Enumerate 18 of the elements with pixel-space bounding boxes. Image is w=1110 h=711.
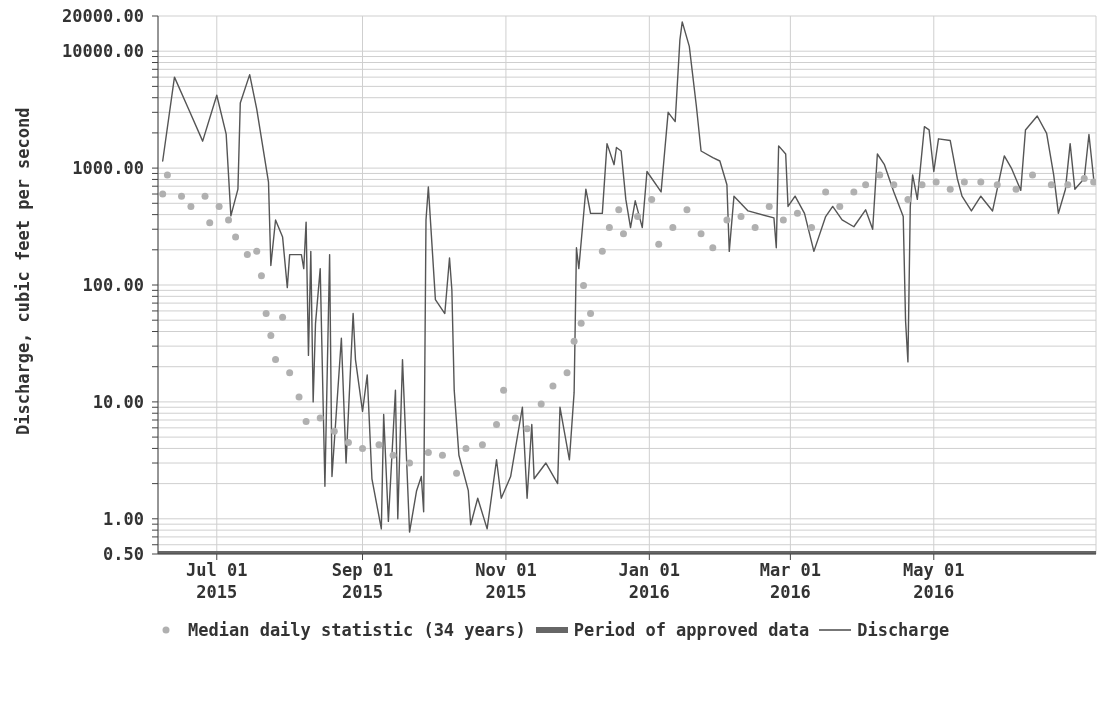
x-tick-label: May 01 2016 [903, 560, 965, 602]
y-tick-label: 1000.00 [72, 158, 144, 179]
y-tick-label: 1.00 [103, 508, 144, 529]
x-tick-label: Jan 01 2016 [618, 560, 681, 602]
x-tick-label: Nov 01 2015 [475, 560, 537, 602]
y-tick-label: 100.00 [82, 275, 144, 295]
legend-label: Discharge [857, 620, 950, 640]
legend-label: Median daily statistic (34 years) [188, 620, 526, 640]
legend-label: Period of approved data [573, 620, 810, 640]
y-tick-label: 0.50 [103, 544, 144, 564]
x-tick-label: Sep 01 2015 [331, 560, 394, 602]
x-tick-label: Jul 01 2015 [186, 560, 248, 602]
y-tick-label: 10.00 [92, 391, 144, 412]
y-axis-title: Discharge, cubic feet per second [13, 107, 34, 435]
line-series [162, 21, 1095, 533]
y-tick-label: 20000.00 [62, 6, 144, 26]
x-tick-label: Mar 01 2016 [759, 560, 822, 602]
y-tick-label: 10000.00 [62, 41, 144, 62]
